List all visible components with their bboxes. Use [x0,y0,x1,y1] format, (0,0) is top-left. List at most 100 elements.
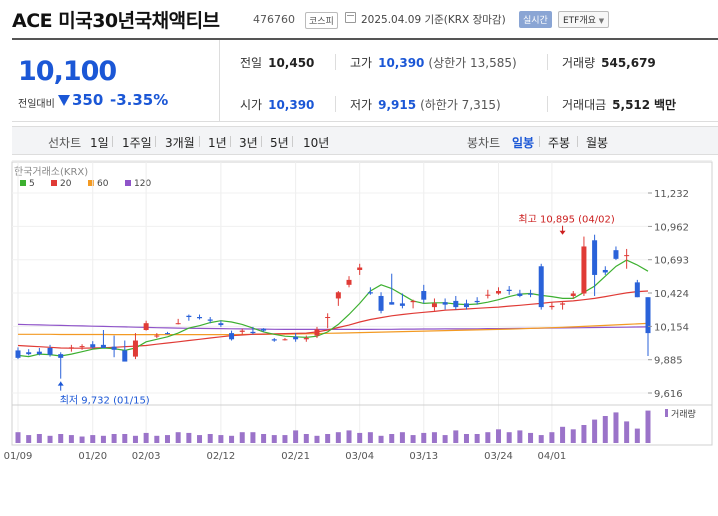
volume-bar [549,432,555,443]
period-1w[interactable]: 1주일 [122,136,152,150]
low-annotation: 최저 9,732 (01/15) [60,395,150,407]
volume-bar [581,425,587,443]
volume-bar [122,434,128,443]
candle-daily[interactable]: 일봉 [512,136,535,150]
candle-body [271,339,277,341]
low-marker-arrow [57,381,64,386]
candle-body [26,352,32,355]
candle-body [261,328,267,331]
current-price: 10,100 [18,56,117,87]
volume-bar [442,435,448,443]
volume-label: 거래량 [671,408,696,420]
volume-bar [399,432,405,443]
volume-bar [197,435,203,443]
series-line-ma20 [17,290,649,349]
trade-amount: 거래대금 5,512 백만 [562,96,676,113]
period-10y[interactable]: 10년 [303,136,330,150]
candle-body [132,340,138,357]
down-arrow-icon [58,95,70,106]
y-tick-label: 10,962 [654,222,689,233]
candle-body [293,336,299,340]
volume-bar [528,432,534,443]
ma-legend: 5 20 60 120 [20,179,151,189]
candle-body [367,292,373,294]
prev-close-label: 전일 [240,56,263,70]
legend-label-ma120: 120 [134,179,151,189]
candle-body [58,354,64,358]
amount-unit: 백만 [653,98,677,112]
volume-bar [346,430,352,443]
volume: 거래량 545,679 [562,54,656,71]
amount-label: 거래대금 [562,98,607,112]
volume-frame [11,404,713,446]
candle-body [207,319,213,321]
high-price: 고가 10,390 (상한가 13,585) [350,54,517,71]
volume-value: 545,679 [601,56,656,70]
volume-bar [293,430,299,443]
period-1y[interactable]: 1년 [208,136,227,150]
divider [547,54,548,70]
candle-chart-label[interactable]: 봉차트 [467,136,501,150]
period-5y[interactable]: 5년 [270,136,289,150]
volume-bar [36,434,42,443]
candle-weekly[interactable]: 주봉 [548,136,571,150]
candlesticks [15,234,651,379]
period-3m[interactable]: 3개월 [165,136,195,150]
volume-bar [79,436,85,443]
y-tick-label: 9,885 [654,356,683,367]
stock-header: ACE 미국30년국채액티브 476760 코스피 2025.04.09 기준(… [0,0,718,38]
realtime-button[interactable]: 실시간 [519,11,552,28]
legend-swatch-ma120 [125,180,131,186]
price-chart[interactable]: 한국거래소(KRX) 5 20 60 120 최고 10,895 (04/02) 최저 … [0,160,718,516]
divider [230,136,231,147]
volume-bar [453,430,459,443]
volume-bars: 거래량 [15,408,696,443]
y-tick-label: 9,616 [654,389,683,400]
candle-body [634,282,640,298]
volume-bar [282,435,288,443]
volume-bar [474,434,480,443]
period-3y[interactable]: 3년 [239,136,258,150]
volume-bar [378,435,384,443]
candle-body [186,315,192,318]
candle-body [442,302,448,305]
candle-body [528,293,534,295]
candle-body [303,338,309,340]
calendar-icon [345,12,356,23]
high-value: 10,390 [378,56,425,70]
candle-body [100,344,106,348]
plot-frame [11,161,713,406]
divider [112,136,113,147]
chart-canvas: 한국거래소(KRX) 5 20 60 120 최고 10,895 (04/02) 최저 … [4,160,713,462]
candle-body [538,266,544,308]
candle-body [357,267,363,270]
etf-overview-label: ETF개요 [563,16,596,26]
open-label: 시가 [240,98,263,112]
volume-bar [186,432,192,443]
reference-date: 2025.04.09 기준(KRX 장마감) [361,14,506,26]
volume-bar [538,435,544,443]
y-tick-label: 11,232 [654,189,689,200]
chevron-down-icon: ▼ [598,17,605,25]
x-tick-label: 01/09 [4,451,33,462]
volume-bar [624,421,630,443]
legend-swatch-ma5 [20,180,26,186]
volume-bar [335,432,341,443]
volume-bar [26,435,32,443]
candle-monthly[interactable]: 월봉 [586,136,609,150]
line-chart-label[interactable]: 선차트 [48,136,82,150]
x-tick-label: 02/03 [132,451,161,462]
volume-bar [132,435,138,443]
high-label: 고가 [350,56,373,70]
period-1d[interactable]: 1일 [90,136,109,150]
candle-body [410,300,416,303]
legend-swatch-ma60 [88,180,94,186]
series-line-ma5 [17,259,649,358]
x-tick-label: 03/13 [409,451,438,462]
candle-body [549,305,555,308]
etf-overview-dropdown[interactable]: ETF개요 ▼ [558,11,610,28]
candle-body [624,255,630,257]
volume-bar [506,432,512,443]
x-tick-label: 02/12 [206,451,235,462]
volume-bar [357,432,363,443]
